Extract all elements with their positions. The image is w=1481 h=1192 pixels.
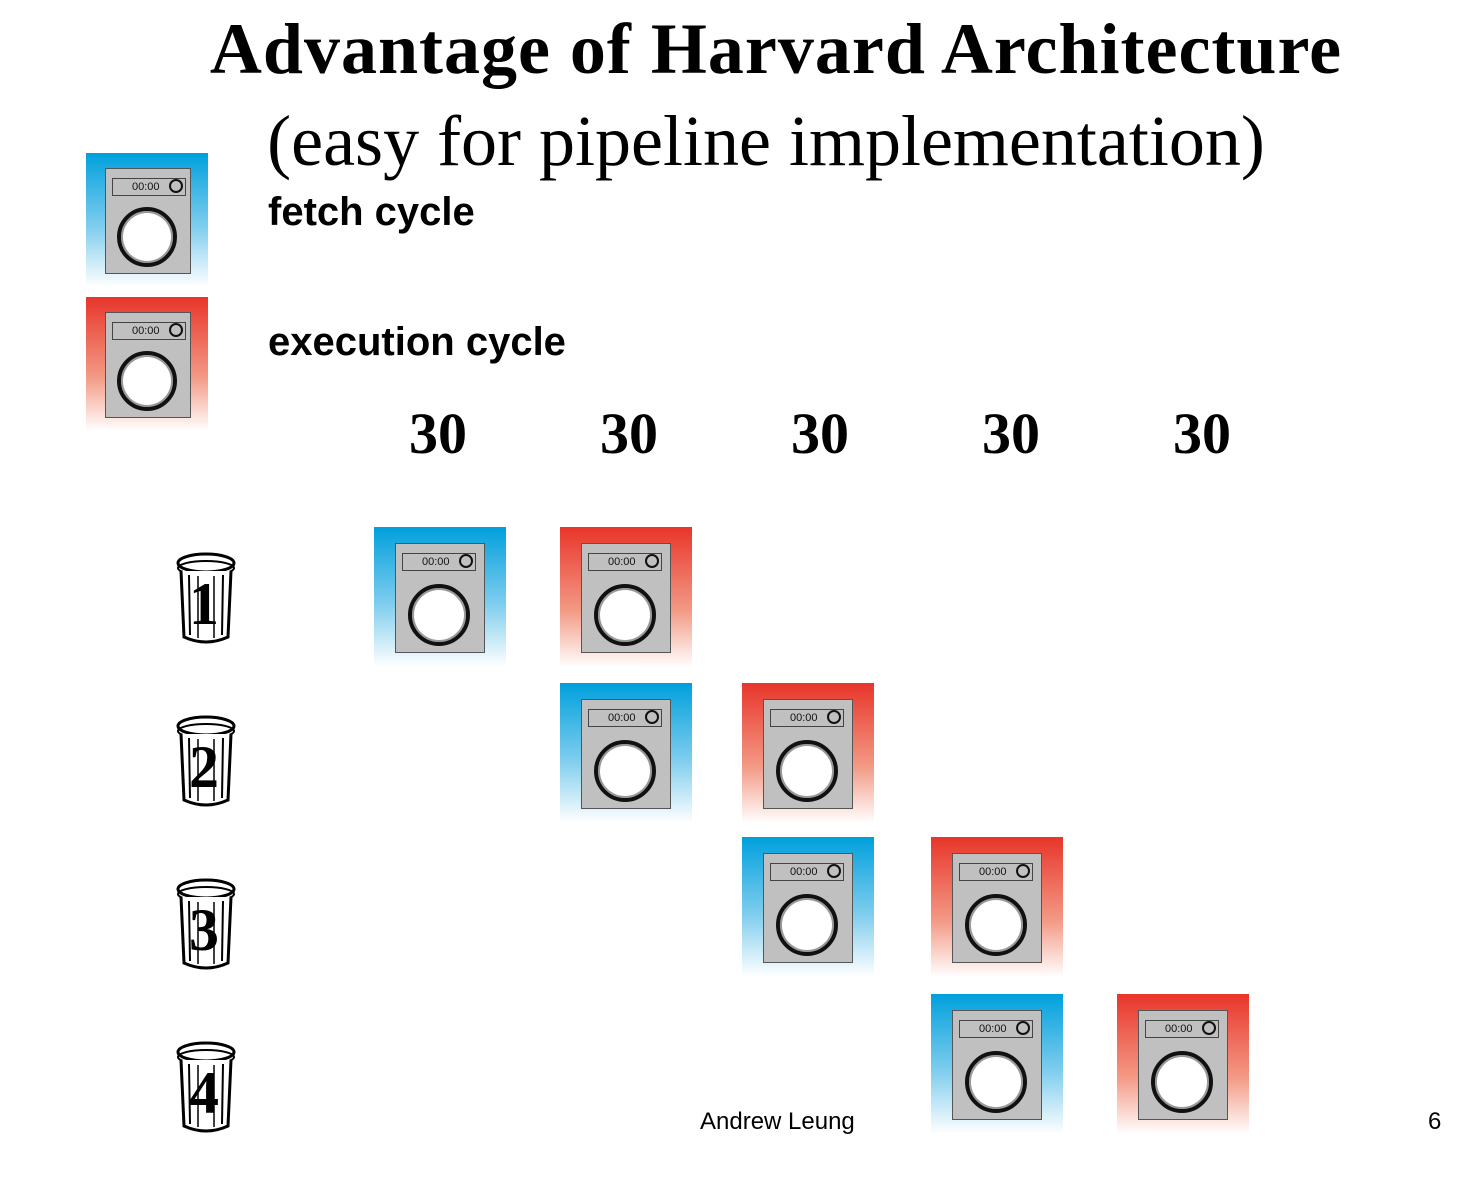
pipeline-execution-washer-icon: 00:00 [560,527,692,667]
instruction-bin-4-icon: 4 [176,1040,236,1134]
instruction-number: 2 [189,734,219,800]
instruction-bin-1-icon: 1 [176,551,236,645]
legend-execution-washer-icon: 00:00 [86,297,208,431]
slide-subtitle: (easy for pipeline implementation) [267,101,1265,181]
legend-fetch-washer-icon: 00:00 [86,153,208,287]
time-slot-label: 30 [600,401,658,466]
time-slot-label: 30 [409,401,467,466]
time-slot-label: 30 [1173,401,1231,466]
pipeline-fetch-washer-icon: 00:00 [931,994,1063,1134]
instruction-number: 3 [189,897,219,963]
legend-execution-label: execution cycle [268,320,566,364]
footer-author: Andrew Leung [700,1108,855,1135]
pipeline-execution-washer-icon: 00:00 [742,683,874,823]
instruction-bin-2-icon: 2 [176,714,236,808]
time-slot-label: 30 [791,401,849,466]
pipeline-execution-washer-icon: 00:00 [931,837,1063,977]
time-slot-label: 30 [982,401,1040,466]
instruction-number: 4 [189,1060,219,1126]
pipeline-fetch-washer-icon: 00:00 [560,683,692,823]
instruction-bin-3-icon: 3 [176,877,236,971]
legend-fetch-label: fetch cycle [268,190,475,234]
slide-title: Advantage of Harvard Architecture [209,9,1343,89]
instruction-number: 1 [189,571,219,637]
pipeline-execution-washer-icon: 00:00 [1117,994,1249,1134]
pipeline-fetch-washer-icon: 00:00 [742,837,874,977]
pipeline-fetch-washer-icon: 00:00 [374,527,506,667]
page-number: 6 [1428,1108,1442,1135]
